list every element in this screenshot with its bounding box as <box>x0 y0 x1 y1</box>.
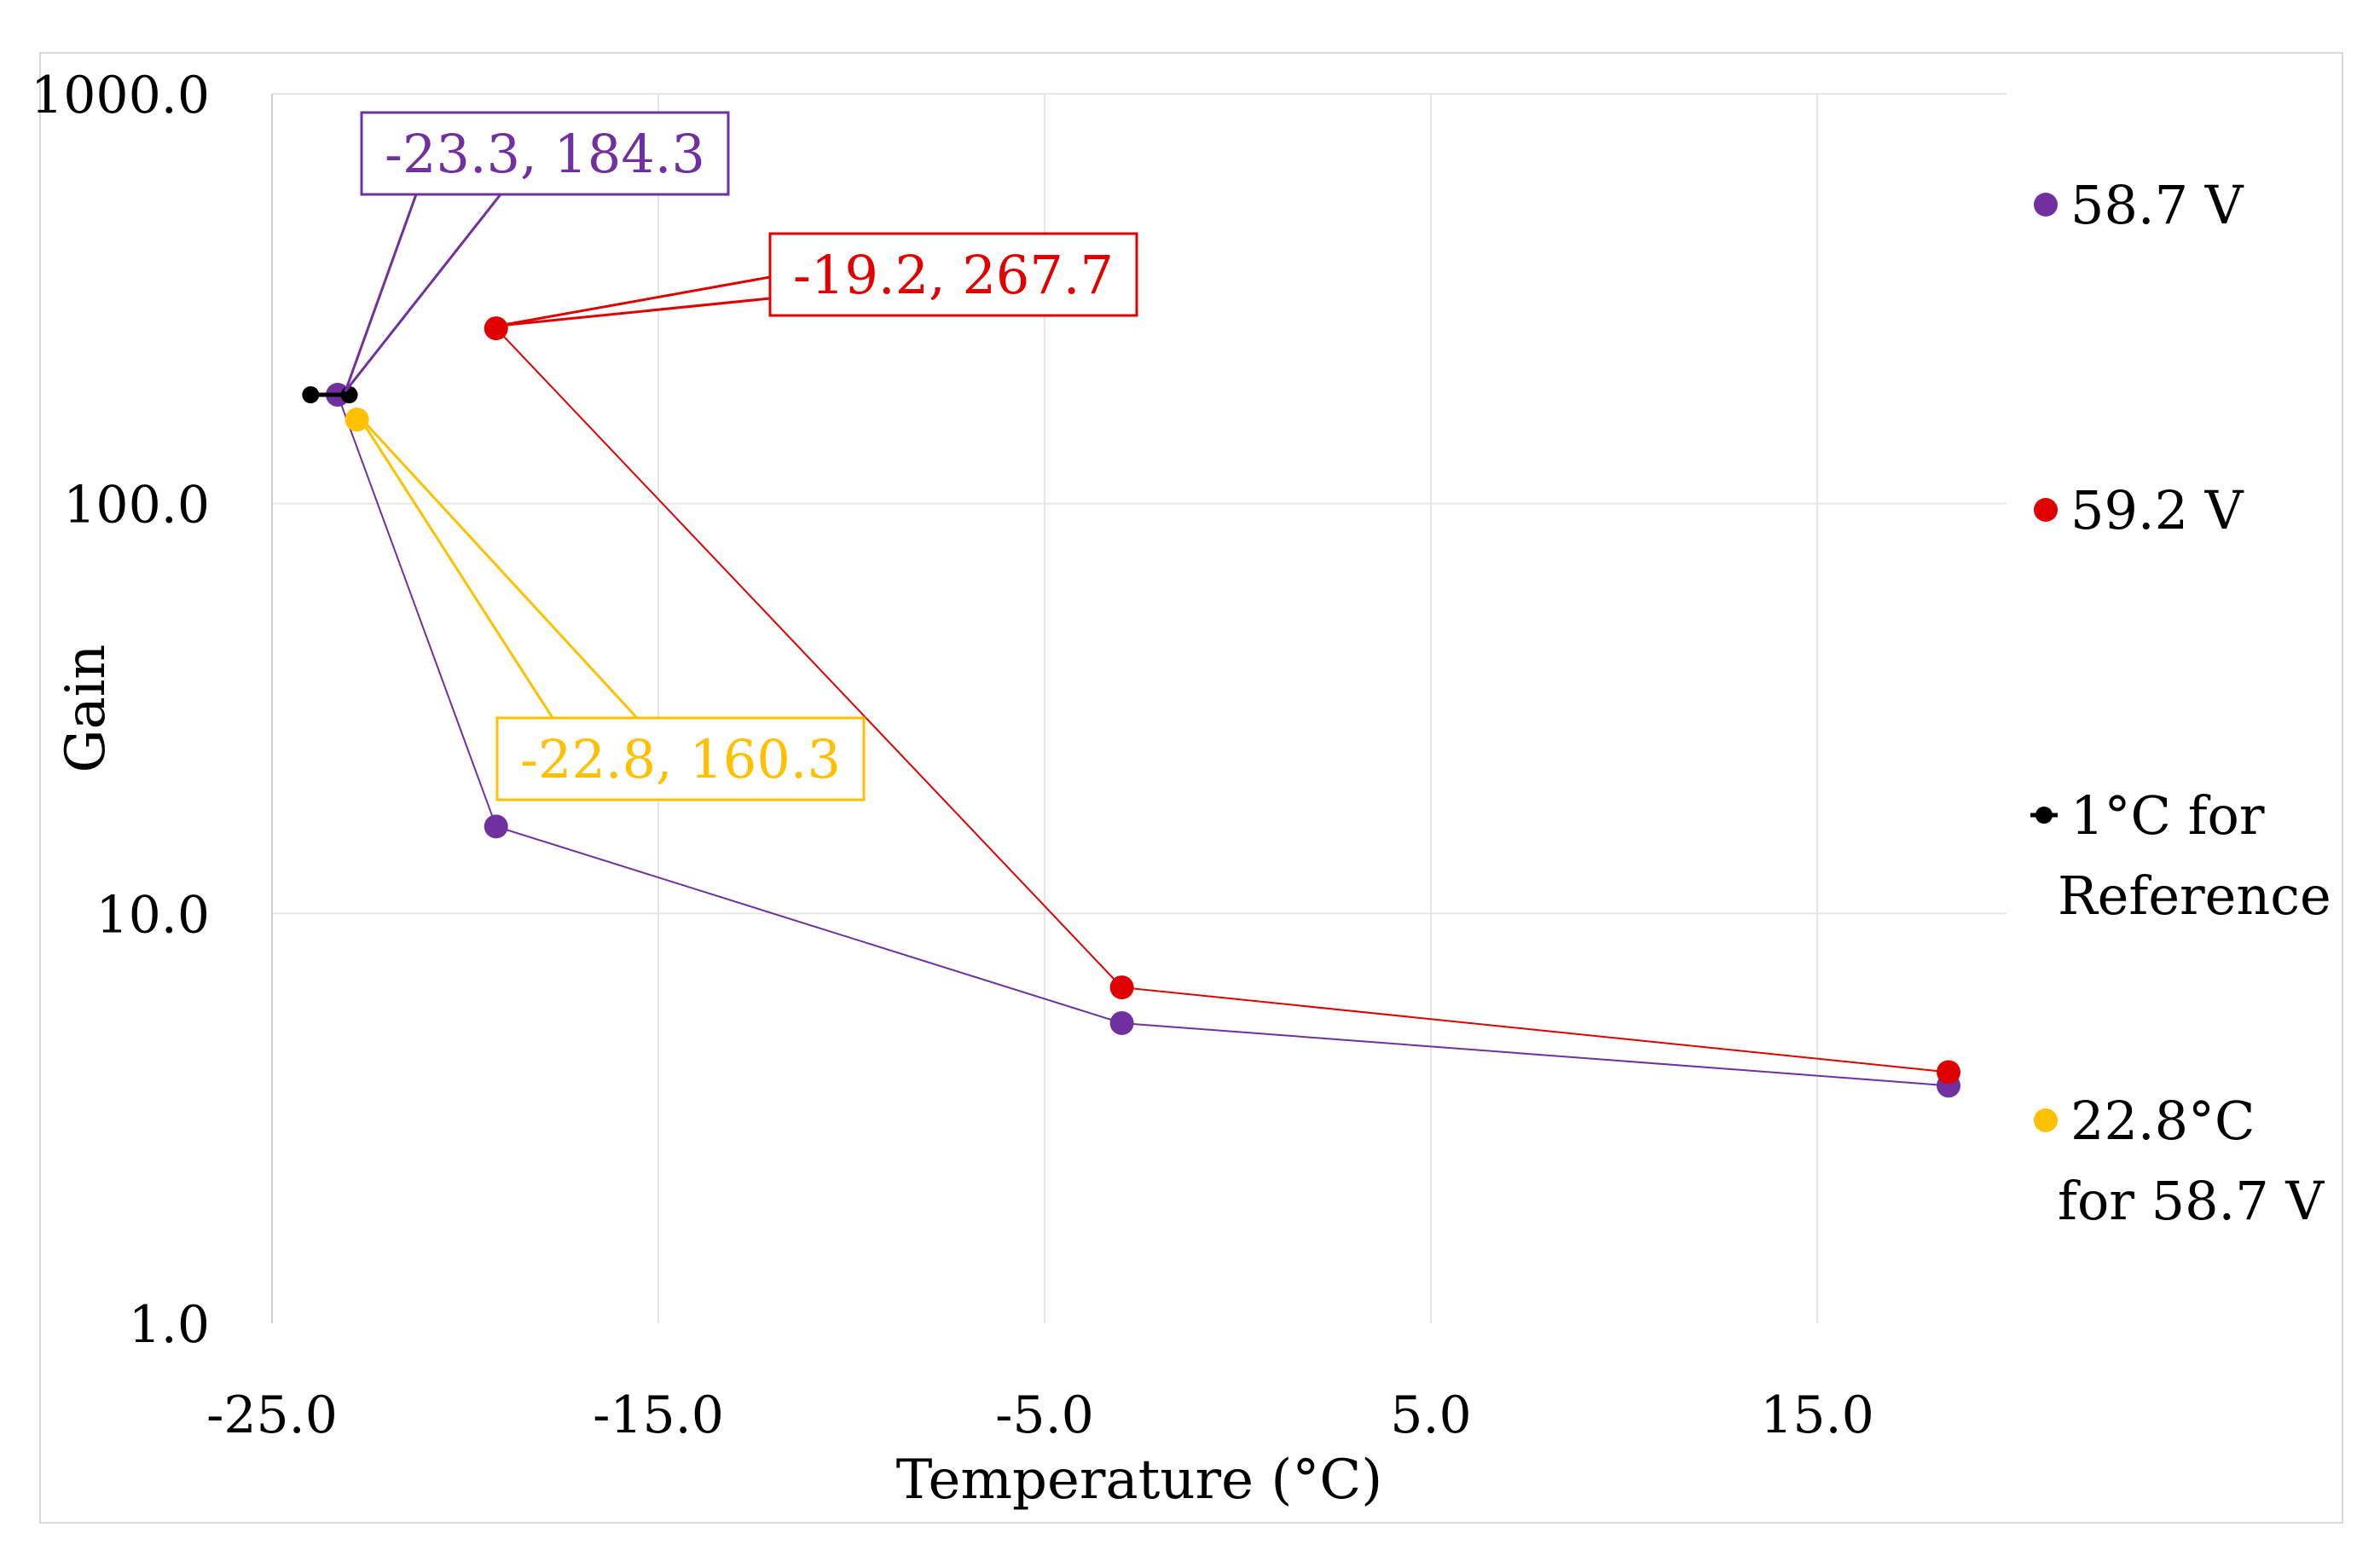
data-point <box>484 316 508 341</box>
legend: 58.7 V 59.2 V 1°C for Reference 22.8°C for 58… <box>2030 174 2331 1232</box>
annotation-box <box>768 232 1138 317</box>
series <box>302 316 1961 1098</box>
series-line-0 <box>337 394 1949 1087</box>
y-tick-label: 1.0 <box>129 1295 210 1355</box>
x-axis-title: Temperature (°C) <box>896 1449 1383 1512</box>
legend-marker <box>2034 498 2058 522</box>
data-point <box>484 814 508 839</box>
annotation-box <box>360 111 730 196</box>
annotations: -23.3, 184.3 -19.2, 267.7 -22.8, 160.3 <box>344 111 1138 801</box>
x-tick-label: -25.0 <box>206 1386 338 1445</box>
legend-marker <box>2034 193 2058 217</box>
y-tick-label: 100.0 <box>63 476 210 535</box>
annotation-label: -22.8, 160.3 <box>520 728 841 790</box>
legend-marker <box>2034 1108 2058 1132</box>
legend-label: Reference <box>2058 865 2331 927</box>
data-point <box>340 386 358 404</box>
y-tick-label: 1000.0 <box>31 66 210 125</box>
y-axis-title: Gain <box>55 645 118 773</box>
data-point <box>302 386 320 404</box>
legend-label: 1°C for <box>2070 784 2265 847</box>
data-point <box>1109 975 1134 1000</box>
x-tick-label: -5.0 <box>995 1386 1094 1445</box>
annotation-label: -23.3, 184.3 <box>385 123 705 185</box>
legend-label: for 58.7 V <box>2058 1170 2325 1232</box>
x-tick-label: -15.0 <box>593 1386 724 1445</box>
data-point <box>1109 1010 1134 1035</box>
x-tick-label: 5.0 <box>1390 1386 1471 1445</box>
data-point <box>1937 1060 1961 1085</box>
annotation-box <box>495 716 866 801</box>
legend-marker <box>2035 807 2053 824</box>
axes: 1.0 10.0 100.0 1000.0 -25.0 -15.0 -5.0 5.0 15.0 T… <box>31 66 1874 1512</box>
legend-label: 59.2 V <box>2070 479 2244 541</box>
legend-label: 58.7 V <box>2070 174 2244 236</box>
annotation-label: -19.2, 267.7 <box>793 244 1114 306</box>
x-tick-label: 15.0 <box>1760 1386 1874 1445</box>
y-tick-label: 10.0 <box>96 885 210 945</box>
data-point <box>345 408 369 432</box>
legend-label: 22.8°C <box>2070 1090 2255 1152</box>
chart-border <box>39 52 2343 1524</box>
